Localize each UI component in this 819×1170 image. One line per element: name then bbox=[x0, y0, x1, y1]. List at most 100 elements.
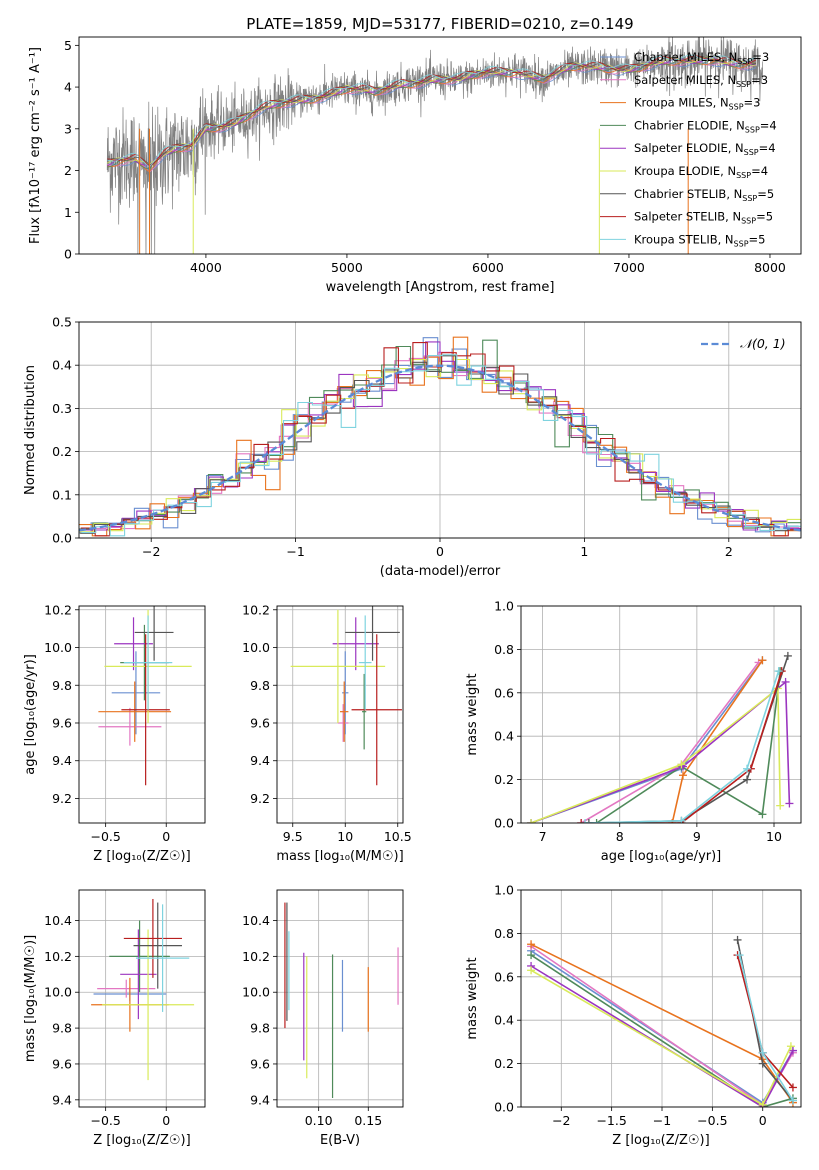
y-tick-label: 9.8 bbox=[250, 1021, 270, 1036]
y-tick-label: 0.8 bbox=[494, 642, 514, 657]
y-tick-label: 2 bbox=[64, 163, 72, 178]
y-tick-label: 9.4 bbox=[52, 1092, 72, 1107]
x-axis-label: (data-model)/error bbox=[380, 564, 501, 579]
legend-entry: Salpeter ELODIE, NSSP=4 bbox=[634, 141, 776, 157]
y-tick-label: 0.4 bbox=[494, 1013, 514, 1028]
y-tick-label: 10.4 bbox=[44, 913, 72, 928]
y-tick-label: 0.2 bbox=[494, 1056, 514, 1071]
legend-entry: Chabrier ELODIE, NSSP=4 bbox=[634, 118, 777, 134]
legend-subscript: SSP bbox=[742, 194, 757, 203]
y-tick-label: 9.6 bbox=[52, 1056, 72, 1071]
mass-weight-line bbox=[530, 686, 781, 823]
y-tick-label: 10.0 bbox=[242, 985, 270, 1000]
legend-entry: Chabrier STELIB, NSSP=5 bbox=[634, 187, 774, 203]
y-tick-label: 9.2 bbox=[250, 791, 270, 806]
x-tick-label: 10 bbox=[337, 829, 353, 844]
figure-title: PLATE=1859, MJD=53177, FIBERID=0210, z=0… bbox=[246, 15, 633, 33]
weight-vs-Z-plot-area bbox=[527, 935, 797, 1107]
x-tick-label: −1 bbox=[286, 544, 304, 559]
y-tick-label: 9.6 bbox=[52, 715, 72, 730]
y-tick-label: 1.0 bbox=[494, 599, 514, 614]
y-tick-label: 9.8 bbox=[52, 678, 72, 693]
y-tick-label: 1 bbox=[64, 205, 72, 220]
y-tick-label: 0.3 bbox=[52, 401, 72, 416]
x-axis-label: Z [log₁₀(Z/Z☉)] bbox=[612, 1133, 709, 1148]
age-vs-Z-plot-area bbox=[98, 606, 192, 786]
mass-vs-Z-frame bbox=[78, 889, 206, 1108]
y-axis-label: Flux [fλ10⁻¹⁷ erg cm⁻² s⁻¹ A⁻¹] bbox=[28, 47, 43, 244]
spectrum-panel: 4000 5000 6000 7000 8000 0 1 2 3 4 5 wavelength [An… bbox=[28, 36, 802, 295]
x-tick-label: 8 bbox=[616, 829, 624, 844]
x-axis-label: age [log₁₀(age/yr)] bbox=[601, 849, 722, 864]
x-tick-label: 6000 bbox=[472, 260, 504, 275]
x-tick-label: 9 bbox=[693, 829, 701, 844]
y-tick-label: 9.2 bbox=[52, 791, 72, 806]
y-tick-label: 9.6 bbox=[250, 715, 270, 730]
x-tick-label: −2 bbox=[142, 544, 160, 559]
y-tick-label: 3 bbox=[64, 121, 72, 136]
legend-tail: =5 bbox=[757, 187, 774, 201]
spectrum-legend: Chabrier MILES, NSSP=3 Salpeter MILES, NS… bbox=[600, 50, 777, 248]
mass-weight-line bbox=[530, 659, 764, 823]
mass-weight-line bbox=[596, 671, 781, 823]
x-tick-label: 0.15 bbox=[354, 1113, 382, 1128]
age-vs-mass-plot-area bbox=[290, 606, 402, 786]
legend-entry: Kroupa STELIB, NSSP=5 bbox=[634, 232, 765, 248]
y-tick-label: 0.0 bbox=[52, 531, 72, 546]
y-tick-label: 0.1 bbox=[52, 487, 72, 502]
y-axis-label: mass weight bbox=[465, 673, 480, 755]
y-tick-label: 10.4 bbox=[242, 913, 270, 928]
x-tick-label: 1 bbox=[580, 544, 588, 559]
legend-subscript: SSP bbox=[736, 80, 751, 89]
legend-label: Chabrier ELODIE, N bbox=[634, 118, 745, 132]
legend-tail: =4 bbox=[759, 141, 776, 155]
residual-histogram bbox=[81, 354, 801, 537]
mass-weight-line bbox=[530, 965, 794, 1107]
y-tick-label: 0.8 bbox=[494, 926, 514, 941]
mass-vs-Z-plot-area bbox=[91, 898, 195, 1081]
legend-entry: Salpeter MILES, NSSP=3 bbox=[634, 73, 768, 89]
legend-tail: =3 bbox=[751, 73, 768, 87]
mass-weight-line bbox=[530, 954, 794, 1107]
y-tick-label: 0.0 bbox=[494, 1100, 514, 1115]
x-tick-label: 0 bbox=[162, 829, 170, 844]
legend-subscript: SSP bbox=[745, 125, 760, 134]
y-tick-label: 9.4 bbox=[250, 1092, 270, 1107]
weight-vs-Z-frame bbox=[520, 889, 802, 1108]
model-spectrum-line bbox=[107, 59, 756, 172]
x-tick-label: −0.5 bbox=[697, 1113, 727, 1128]
x-tick-label: 8000 bbox=[754, 260, 786, 275]
y-tick-label: 9.8 bbox=[250, 678, 270, 693]
legend-entry: Chabrier MILES, NSSP=3 bbox=[634, 50, 769, 66]
x-tick-label: −2 bbox=[552, 1113, 570, 1128]
y-tick-label: 5 bbox=[64, 38, 72, 53]
mass-weight-line bbox=[584, 670, 780, 823]
y-tick-label: 10.0 bbox=[242, 640, 270, 655]
age-vs-mass-frame bbox=[276, 605, 404, 824]
legend-label: Salpeter ELODIE, N bbox=[634, 141, 744, 155]
model-spectrum-line bbox=[106, 56, 756, 165]
y-axis-label: age [log₁₀(age/yr)] bbox=[23, 654, 38, 775]
x-tick-label: 0.10 bbox=[305, 1113, 333, 1128]
legend-entry: Kroupa ELODIE, NSSP=4 bbox=[634, 164, 768, 180]
y-tick-label: 10.2 bbox=[44, 949, 72, 964]
x-tick-label: 4000 bbox=[190, 260, 222, 275]
x-tick-label: 7000 bbox=[613, 260, 645, 275]
legend-tail: =5 bbox=[756, 210, 773, 224]
x-tick-label: 0 bbox=[759, 1113, 767, 1128]
legend-label: Kroupa MILES, N bbox=[634, 96, 729, 110]
legend-subscript: SSP bbox=[737, 57, 752, 66]
normal-reference-curve bbox=[79, 364, 801, 532]
residuals-plot-area bbox=[79, 336, 801, 537]
y-tick-label: 0.6 bbox=[494, 969, 514, 984]
legend-label: Kroupa STELIB, N bbox=[634, 232, 734, 246]
mass-weight-line bbox=[588, 655, 789, 823]
x-tick-label: 0 bbox=[436, 544, 444, 559]
legend-subscript: SSP bbox=[734, 239, 749, 248]
weight-vs-Z-panel: −2 −1.5 −1 −0.5 0 0.0 0.2 0.4 0.6 0.8 1.0 Z [log₁₀(… bbox=[465, 883, 802, 1148]
x-tick-label: −1 bbox=[653, 1113, 671, 1128]
y-tick-label: 0.0 bbox=[494, 816, 514, 831]
legend-entry: Salpeter STELIB, NSSP=5 bbox=[634, 210, 773, 226]
y-tick-label: 1.0 bbox=[494, 883, 514, 898]
